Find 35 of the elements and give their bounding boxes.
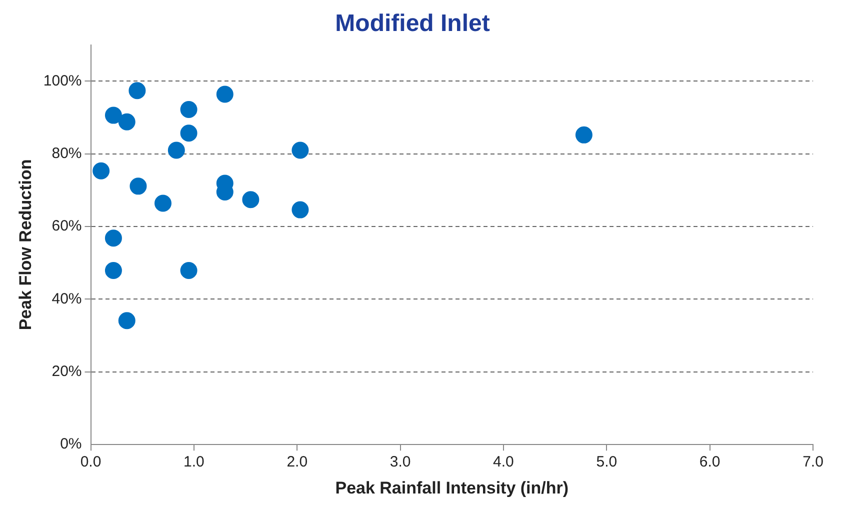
point — [92, 162, 110, 180]
y-axis-title: Peak Flow Reduction — [16, 159, 35, 330]
point — [292, 142, 309, 159]
point — [575, 126, 592, 144]
y-tick-label: 60% — [52, 218, 82, 235]
chart-title: Modified Inlet — [335, 10, 490, 38]
y-tick-label: 20% — [52, 363, 82, 380]
x-tick-label: 1.0 — [184, 454, 204, 471]
x-tick-label: 0.0 — [80, 454, 102, 471]
point — [180, 124, 198, 142]
x-tick-label: 3.0 — [390, 454, 411, 471]
point — [104, 106, 122, 124]
y-tick-label: 100% — [43, 72, 82, 90]
point — [292, 201, 309, 218]
y-tick-label: 0% — [60, 436, 82, 453]
point — [180, 100, 198, 118]
point — [242, 191, 260, 208]
point — [118, 113, 136, 130]
point — [216, 86, 234, 103]
point — [104, 230, 122, 247]
point — [104, 262, 122, 280]
y-tick-label: 80% — [52, 144, 82, 162]
x-tick-label: 5.0 — [596, 454, 618, 471]
x-axis-title: Peak Rainfall Intensity (in/hr) — [335, 478, 569, 498]
point — [180, 262, 198, 280]
point — [168, 142, 185, 159]
point — [128, 82, 146, 100]
point — [130, 178, 147, 195]
x-tick-label: 6.0 — [699, 454, 720, 471]
y-tick-label: 40% — [52, 290, 82, 308]
point — [118, 312, 136, 330]
x-tick-label: 2.0 — [286, 454, 308, 471]
x-tick-label: 7.0 — [802, 454, 824, 471]
x-tick-label: 4.0 — [493, 454, 514, 471]
point — [154, 194, 172, 212]
